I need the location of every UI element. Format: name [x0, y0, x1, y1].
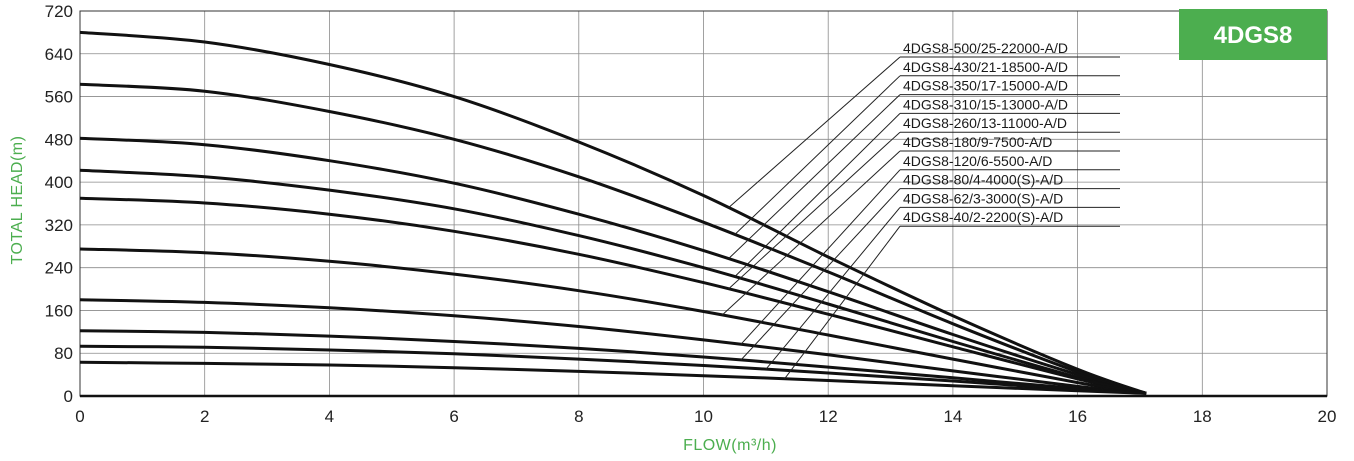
x-tick-label: 8: [574, 407, 583, 426]
x-tick-label: 10: [694, 407, 713, 426]
legend-label: 4DGS8-180/9-7500-A/D: [903, 134, 1052, 150]
performance-curve: [79, 168, 1147, 395]
legend-label: 4DGS8-350/17-15000-A/D: [903, 78, 1068, 94]
x-tick-label: 6: [449, 407, 458, 426]
performance-curve: [79, 247, 1147, 395]
legend-leader-line: [740, 169, 901, 345]
legend-label: 4DGS8-260/13-11000-A/D: [903, 115, 1067, 131]
legend-label: 4DGS8-80/4-4000(S)-A/D: [903, 172, 1063, 188]
x-tick-label: 4: [325, 407, 334, 426]
y-axis-title: TOTAL HEAD(m): [9, 136, 26, 265]
performance-curves: [79, 30, 1147, 395]
y-tick-label: 560: [45, 88, 73, 107]
title-badge: 4DGS8: [1179, 9, 1327, 60]
x-tick-label: 16: [1068, 407, 1087, 426]
performance-curve: [79, 360, 1147, 395]
y-tick-label: 160: [45, 301, 73, 320]
performance-curve: [79, 82, 1147, 395]
legend-label: 4DGS8-310/15-13000-A/D: [903, 96, 1068, 112]
y-tick-label: 480: [45, 130, 73, 149]
x-axis-title: FLOW(m³/h): [683, 437, 777, 454]
legend-leader-line: [765, 207, 901, 370]
legend-leader-line: [721, 150, 901, 316]
performance-curve: [79, 136, 1147, 395]
chart-title: 4DGS8: [1214, 22, 1293, 49]
grid: [79, 10, 1328, 397]
legend-leader-lines: [721, 56, 1120, 380]
y-tick-label: 720: [45, 2, 73, 21]
legend-leader-line: [734, 113, 901, 278]
legend-label: 4DGS8-62/3-3000(S)-A/D: [903, 190, 1063, 206]
y-tick-label: 640: [45, 45, 73, 64]
tick-labels: 0 2 4 6 8 10 12 14 16 18 20 0 80 160 240 320 400 480 560 64…: [45, 2, 1337, 426]
y-tick-label: 400: [45, 173, 73, 192]
x-tick-label: 12: [819, 407, 838, 426]
y-tick-label: 240: [45, 259, 73, 278]
legend: 4DGS8-500/25-22000-A/D 4DGS8-430/21-18500…: [903, 40, 1068, 225]
performance-curve: [79, 329, 1147, 395]
y-tick-label: 0: [64, 387, 73, 406]
legend-label: 4DGS8-120/6-5500-A/D: [903, 153, 1052, 169]
legend-leader-line: [740, 188, 901, 361]
x-tick-label: 14: [943, 407, 962, 426]
legend-leader-line: [734, 75, 901, 236]
performance-curve: [79, 298, 1147, 395]
legend-leader-line: [784, 225, 901, 380]
axes: [79, 10, 1328, 398]
performance-curve: [79, 196, 1147, 395]
y-tick-label: 320: [45, 216, 73, 235]
performance-curve: [79, 344, 1147, 395]
legend-leader-line: [728, 131, 901, 290]
y-tick-label: 80: [54, 344, 73, 363]
x-tick-label: 0: [75, 407, 84, 426]
title-badge-bg: [1179, 9, 1327, 60]
performance-curve: [79, 30, 1147, 395]
legend-label: 4DGS8-500/25-22000-A/D: [903, 40, 1068, 56]
legend-label: 4DGS8-40/2-2200(S)-A/D: [903, 209, 1063, 225]
legend-leader-line: [728, 94, 901, 260]
x-tick-label: 18: [1193, 407, 1212, 426]
x-tick-label: 20: [1318, 407, 1337, 426]
legend-label: 4DGS8-430/21-18500-A/D: [903, 59, 1068, 75]
x-tick-label: 2: [200, 407, 209, 426]
legend-leader-line: [728, 56, 901, 209]
